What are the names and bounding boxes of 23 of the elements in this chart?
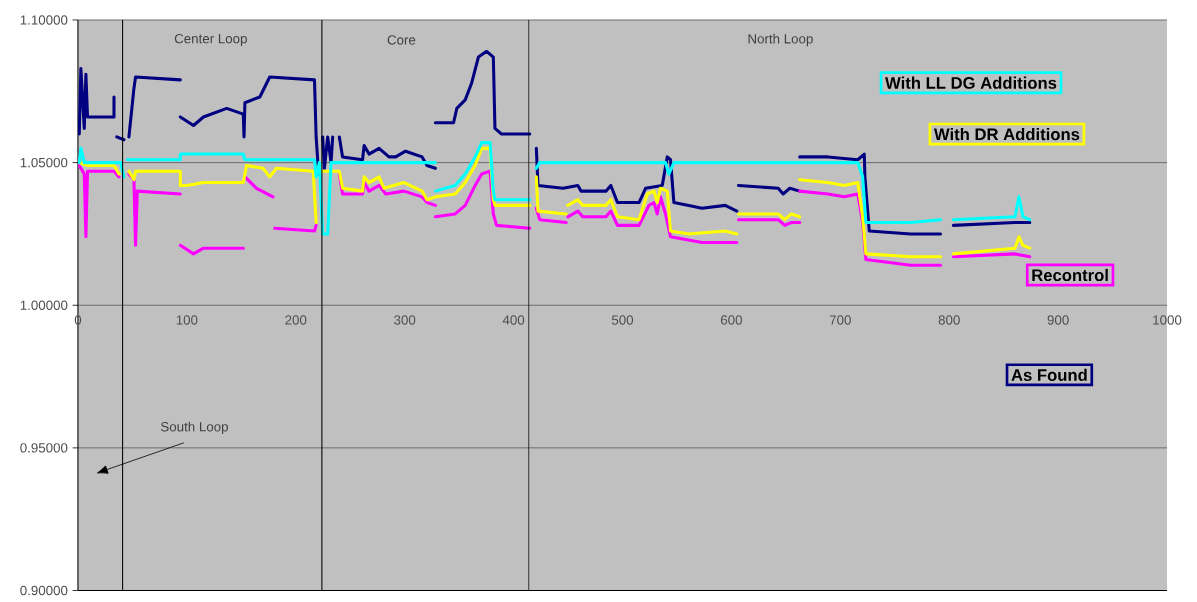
annotation: South Loop: [161, 421, 228, 434]
text: As Found: [1011, 368, 1087, 381]
x-tick-label: 400: [502, 315, 525, 325]
y-tick-label: 1.05000: [20, 157, 68, 168]
x-tick-label: 600: [720, 315, 742, 325]
x-tick-label: 700: [829, 315, 851, 325]
x-tick-label: 900: [1047, 315, 1069, 325]
text: With DR Additions: [933, 127, 1080, 140]
x-tick-label: 100: [176, 315, 198, 325]
annotation: North Loop: [748, 33, 813, 46]
x-tick-label: 200: [285, 315, 307, 325]
annotation: Center Loop: [174, 33, 247, 46]
y-tick-label: 0.90000: [20, 585, 68, 595]
x-tick-label: 1000: [1153, 315, 1182, 325]
y-tick-label: 0.95000: [20, 442, 68, 453]
x-tick-label: 300: [394, 315, 416, 325]
x-tick-label: 800: [938, 315, 960, 325]
y-tick-label: 1.10000: [20, 15, 68, 25]
x-tick-label: 500: [611, 315, 634, 325]
series-label: Recontrol: [1032, 268, 1108, 281]
y-tick-label: 1.00000: [20, 300, 68, 310]
annotation: Core: [387, 35, 416, 45]
text: With LL DG Additions: [885, 76, 1057, 89]
